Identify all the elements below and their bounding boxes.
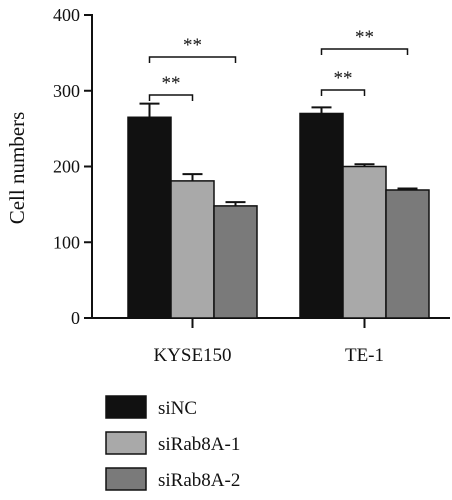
bars [127, 112, 430, 319]
bar-siRab8A-1-KYSE150 [170, 180, 215, 319]
y-tick-label: 200 [53, 157, 80, 177]
significance-bracket [148, 56, 237, 63]
legend: siNC siRab8A-1 siRab8A-2 [105, 395, 240, 491]
significance-bracket [320, 89, 366, 96]
y-axis: 0 100 200 300 400 [53, 5, 93, 328]
legend-swatch-siRab8A-1 [105, 431, 147, 455]
bar-siNC-KYSE150 [127, 116, 172, 319]
bar-siRab8A-2-TE-1 [385, 189, 430, 319]
significance-label: ** [183, 35, 202, 56]
y-tick-label: 300 [53, 81, 80, 101]
bar-siNC-TE-1 [299, 112, 344, 319]
significance-label: ** [334, 68, 353, 89]
legend-swatch-siNC [105, 395, 147, 419]
legend-label: siRab8A-1 [158, 434, 240, 455]
significance-bracket [320, 48, 409, 55]
x-tick-label: KYSE150 [153, 345, 231, 366]
x-tick-label: TE-1 [345, 345, 384, 366]
legend-label: siNC [158, 398, 197, 419]
legend-label: siRab8A-2 [158, 470, 240, 491]
x-axis: KYSE150 TE-1 [91, 317, 450, 366]
y-tick-label: 100 [53, 232, 80, 252]
significance-label: ** [355, 27, 374, 48]
y-tick-label: 400 [53, 5, 80, 25]
y-tick-label: 0 [71, 308, 80, 328]
error-bars [139, 102, 418, 206]
significance-brackets: ******** [148, 27, 409, 101]
bar-siRab8A-1-TE-1 [342, 165, 387, 319]
y-axis-label: Cell numbers [5, 112, 29, 225]
significance-bracket [148, 94, 194, 101]
legend-swatch-siRab8A-2 [105, 467, 147, 491]
bar-siRab8A-2-KYSE150 [213, 205, 258, 319]
significance-label: ** [162, 73, 181, 94]
